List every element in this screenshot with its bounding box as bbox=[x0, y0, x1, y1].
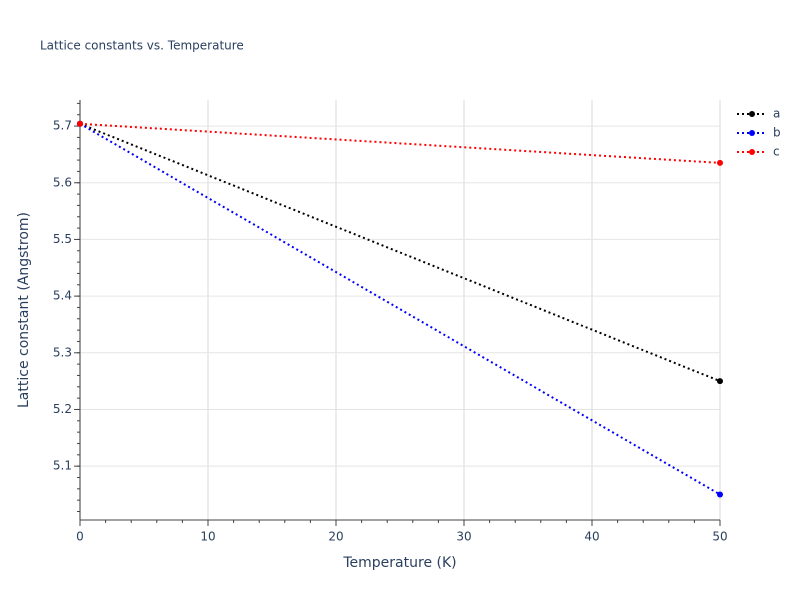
series-line bbox=[79, 122, 721, 164]
y-axis-title: Lattice constant (Angstrom) bbox=[16, 212, 32, 408]
y-tick-label: 5.1 bbox=[53, 459, 72, 473]
point bbox=[717, 159, 723, 166]
point bbox=[717, 491, 723, 498]
x-tick-label: 0 bbox=[76, 530, 84, 544]
y-tick-label: 5.5 bbox=[53, 232, 72, 246]
x-tick-label: 40 bbox=[584, 530, 599, 544]
x-tick-label: 10 bbox=[200, 530, 215, 544]
y-tick-label: 5.6 bbox=[53, 175, 72, 189]
legend-marker bbox=[749, 111, 755, 117]
legend-marker bbox=[749, 149, 755, 155]
series-line bbox=[79, 122, 721, 496]
chart-title: Lattice constants vs. Temperature bbox=[40, 39, 244, 53]
legend-label: c bbox=[773, 145, 780, 159]
y-tick-label: 5.4 bbox=[53, 289, 72, 303]
legend-label: a bbox=[773, 107, 780, 121]
x-tick-label: 50 bbox=[712, 530, 727, 544]
x-axis-title: Temperature (K) bbox=[342, 555, 456, 571]
y-tick-label: 5.3 bbox=[53, 345, 72, 359]
legend-marker bbox=[749, 130, 755, 136]
point bbox=[717, 378, 723, 385]
y-tick-label: 5.7 bbox=[53, 119, 72, 133]
y-tick-label: 5.2 bbox=[53, 402, 72, 416]
x-tick-label: 30 bbox=[456, 530, 471, 544]
point bbox=[77, 120, 83, 127]
x-tick-label: 20 bbox=[328, 530, 343, 544]
legend-label: b bbox=[773, 126, 781, 140]
